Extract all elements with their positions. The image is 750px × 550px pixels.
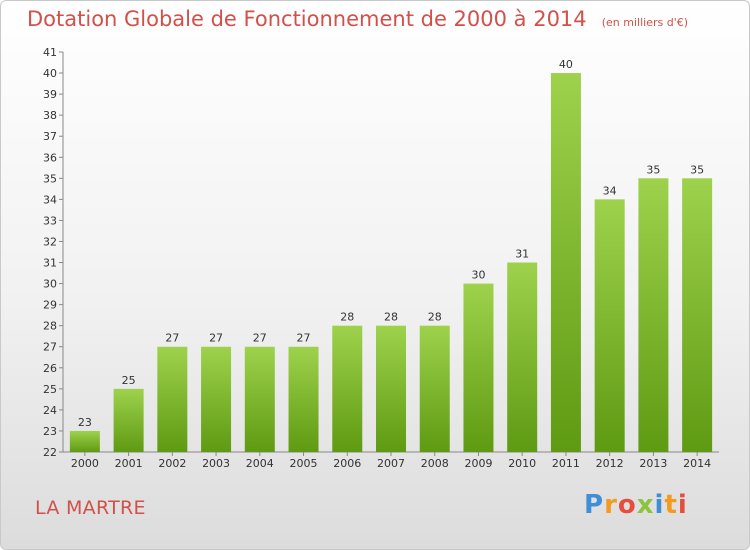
x-tick-label: 2009 [464,457,492,470]
x-tick-label: 2008 [421,457,449,470]
y-tick-label: 39 [43,88,57,101]
bar-value-label: 28 [428,311,442,324]
logo-letter: t [664,490,678,520]
x-tick-label: 2013 [639,457,667,470]
x-tick-label: 2012 [596,457,624,470]
y-tick-label: 30 [43,278,57,291]
place-name: LA MARTRE [35,497,146,519]
bar [288,346,319,452]
chart-title: Dotation Globale de Fonctionnement de 20… [27,7,587,31]
y-tick-label: 41 [43,46,57,59]
y-tick-label: 33 [43,214,57,227]
bar [376,325,406,452]
x-tick-label: 2005 [290,457,318,470]
x-tick-label: 2004 [246,457,274,470]
bar [682,178,713,452]
y-tick-label: 32 [43,235,57,248]
bar [550,73,581,452]
bar-value-label: 40 [559,58,573,71]
y-tick-label: 38 [43,109,57,122]
unit-note: (en milliers d'€) [601,16,689,29]
y-tick-label: 34 [43,193,57,206]
logo-letter: P [584,490,605,520]
bar [113,388,144,452]
logo-letter: x [636,490,655,520]
title-row: Dotation Globale de Fonctionnement de 20… [27,7,688,31]
bar-value-label: 28 [384,311,398,324]
y-tick-label: 36 [43,151,57,164]
logo-letter: o [617,490,637,520]
x-tick-label: 2010 [508,457,536,470]
bar [638,178,669,452]
logo-letter: r [604,490,618,520]
x-tick-label: 2006 [333,457,361,470]
bar [507,262,538,452]
x-tick-label: 2003 [202,457,230,470]
bar-value-label: 34 [603,184,617,197]
bar-value-label: 25 [122,374,136,387]
logo-letter: i [677,490,688,520]
bar [201,346,232,452]
y-tick-label: 23 [43,425,57,438]
bar [594,199,625,452]
y-tick-label: 31 [43,257,57,270]
y-tick-label: 29 [43,299,57,312]
x-tick-label: 2001 [115,457,143,470]
bar-value-label: 27 [209,332,223,345]
bar-value-label: 28 [340,311,354,324]
bar [419,325,450,452]
y-tick-label: 25 [43,383,57,396]
bar-value-label: 31 [515,248,529,261]
bar [332,325,363,452]
bar [463,283,494,452]
x-tick-label: 2014 [683,457,711,470]
logo-letter: i [654,490,665,520]
y-tick-label: 35 [43,172,57,185]
x-tick-label: 2002 [158,457,186,470]
x-tick-label: 2000 [71,457,99,470]
y-tick-label: 22 [43,446,57,459]
y-tick-label: 40 [43,67,57,80]
proxiti-logo: Proxiti [584,490,688,520]
bar-value-label: 27 [297,332,311,345]
bar-value-label: 30 [471,269,485,282]
bar-value-label: 27 [165,332,179,345]
bar-value-label: 35 [690,163,704,176]
x-tick-label: 2011 [552,457,580,470]
bar-value-label: 23 [78,416,92,429]
y-tick-label: 26 [43,362,57,375]
bar [244,346,275,452]
bar [157,346,188,452]
bar [69,430,100,452]
y-tick-label: 27 [43,341,57,354]
y-tick-label: 24 [43,404,57,417]
y-tick-label: 28 [43,320,57,333]
x-tick-label: 2007 [377,457,405,470]
bar-value-label: 27 [253,332,267,345]
bar-value-label: 35 [646,163,660,176]
y-tick-label: 37 [43,130,57,143]
